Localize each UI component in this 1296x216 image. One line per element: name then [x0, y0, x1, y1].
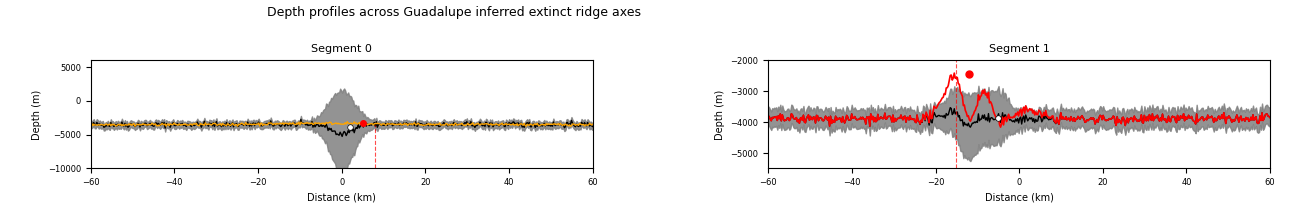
Text: Depth profiles across Guadalupe inferred extinct ridge axes: Depth profiles across Guadalupe inferred… — [267, 6, 640, 19]
X-axis label: Distance (km): Distance (km) — [307, 193, 376, 203]
Title: Segment 1: Segment 1 — [989, 44, 1050, 54]
Y-axis label: Depth (m): Depth (m) — [715, 89, 724, 140]
Title: Segment 0: Segment 0 — [311, 44, 372, 54]
Y-axis label: Depth (m): Depth (m) — [32, 89, 43, 140]
X-axis label: Distance (km): Distance (km) — [985, 193, 1054, 203]
